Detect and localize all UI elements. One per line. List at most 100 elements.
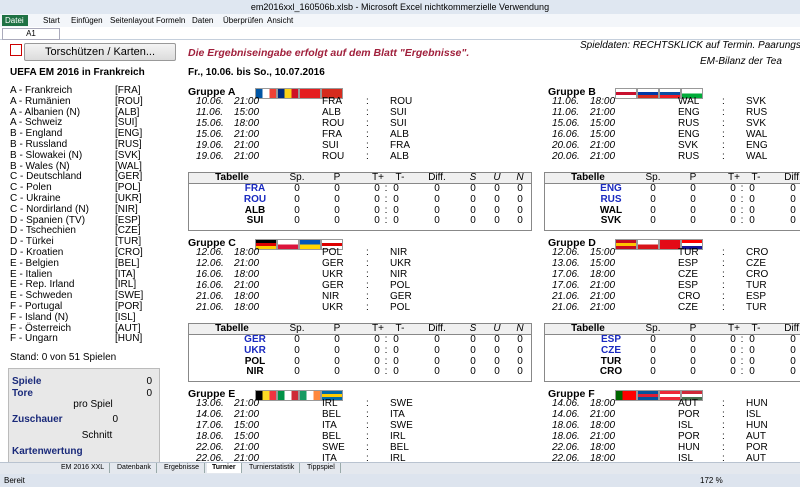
away-team: POL bbox=[390, 280, 411, 291]
ribbon-tab[interactable]: Ansicht bbox=[267, 16, 294, 25]
ribbon-tab[interactable]: Daten bbox=[192, 16, 214, 25]
table-value: 0 bbox=[690, 183, 696, 194]
table-team: ROU bbox=[243, 193, 267, 205]
away-team: GER bbox=[390, 291, 412, 302]
match-time: 21:00 bbox=[234, 258, 260, 269]
table-value: 0 bbox=[470, 366, 476, 378]
table-team: RUS bbox=[600, 193, 622, 205]
separator: : bbox=[722, 442, 725, 453]
team-code: [WAL] bbox=[115, 160, 142, 172]
team-code: [TUR] bbox=[115, 236, 142, 248]
flag bbox=[277, 88, 299, 99]
sheet-tab[interactable]: Tippspiel bbox=[302, 463, 341, 473]
ribbon-tab[interactable]: Seitenlayout bbox=[110, 16, 155, 25]
team-code: [CZE] bbox=[115, 225, 141, 237]
table-header: P bbox=[689, 172, 697, 183]
separator: : bbox=[366, 431, 369, 442]
away-team: WAL bbox=[746, 129, 768, 140]
match-date: 17.06. bbox=[552, 280, 580, 291]
away-team: WAL bbox=[746, 151, 768, 162]
separator: : bbox=[722, 398, 725, 409]
separator: : bbox=[366, 107, 369, 118]
match-time: 18:00 bbox=[590, 96, 616, 107]
table-value: 0 bbox=[374, 215, 380, 227]
table-value: 0 bbox=[517, 215, 523, 227]
home-team: GER bbox=[322, 258, 344, 269]
team-code: [NIR] bbox=[115, 203, 138, 215]
separator: : bbox=[384, 193, 388, 205]
home-team: SUI bbox=[322, 140, 339, 151]
table-value: 0 bbox=[334, 183, 340, 194]
table-value: 0 bbox=[470, 215, 476, 227]
sheet-tab[interactable]: EM 2016 XXL bbox=[56, 463, 111, 473]
match-date: 18.06. bbox=[552, 420, 580, 431]
table-value: 0 bbox=[434, 204, 440, 216]
separator: : bbox=[722, 431, 725, 442]
table-value: 0 bbox=[374, 193, 380, 205]
match-time: 21:00 bbox=[590, 107, 616, 118]
sheet-tab[interactable]: Turnier bbox=[207, 463, 242, 473]
home-team: WAL bbox=[678, 96, 700, 107]
table-value: 0 bbox=[393, 183, 399, 194]
ribbon-tab[interactable]: Start bbox=[43, 16, 60, 25]
sheet-tab[interactable]: Ergebnisse bbox=[159, 463, 206, 473]
table-value: 0 bbox=[730, 334, 736, 345]
window-title: em2016xxl_160506b.xlsb - Microsoft Excel… bbox=[250, 2, 550, 12]
sheet-tab[interactable]: Datenbank bbox=[112, 463, 157, 473]
group-title: Gruppe D bbox=[548, 237, 596, 249]
ribbon-tab[interactable]: Formeln bbox=[156, 16, 186, 25]
flag bbox=[637, 88, 659, 99]
table-value: 0 bbox=[517, 183, 523, 194]
separator: : bbox=[722, 247, 725, 258]
match-time: 21:00 bbox=[590, 151, 616, 162]
match-time: 18:00 bbox=[234, 291, 260, 302]
table-value: 0 bbox=[494, 334, 500, 345]
table-value: 0 bbox=[294, 215, 300, 227]
table-value: 0 bbox=[790, 344, 796, 356]
away-team: HUN bbox=[746, 420, 768, 431]
name-box[interactable]: A1 bbox=[2, 28, 60, 40]
ribbon-tab[interactable]: Einfügen bbox=[71, 16, 103, 25]
home-team: POR bbox=[678, 409, 700, 420]
separator: : bbox=[366, 453, 369, 462]
table-value: 0 bbox=[790, 366, 796, 378]
dropdown[interactable] bbox=[10, 44, 22, 56]
table-header-bg bbox=[189, 324, 531, 335]
button[interactable]: Torschützen / Karten... bbox=[24, 43, 176, 61]
away-team: CRO bbox=[746, 247, 769, 258]
table-value: 0 bbox=[470, 355, 476, 367]
flag bbox=[637, 239, 659, 250]
team-code: [RUS] bbox=[115, 139, 142, 150]
home-team: CZE bbox=[678, 269, 698, 280]
ribbon-tab[interactable]: Datei bbox=[2, 15, 28, 26]
table-value: 0 bbox=[334, 193, 340, 205]
match-time: 18:00 bbox=[590, 398, 616, 409]
home-team: ESP bbox=[678, 280, 699, 291]
table-value: 0 bbox=[494, 204, 500, 216]
table-team: WAL bbox=[599, 204, 623, 216]
match-time: 15:00 bbox=[234, 431, 260, 442]
team-name: A - Frankreich bbox=[10, 85, 73, 96]
separator: : bbox=[740, 344, 744, 356]
ribbon-tab[interactable]: Überprüfen bbox=[223, 16, 264, 25]
match-time: 18:00 bbox=[234, 118, 260, 129]
table-value: 0 bbox=[294, 355, 300, 367]
table-team: CRO bbox=[599, 366, 623, 378]
separator: : bbox=[722, 302, 725, 313]
home-team: POL bbox=[322, 247, 343, 258]
away-team: ENG bbox=[746, 140, 768, 151]
separator: : bbox=[384, 215, 388, 227]
team-code: [ITA] bbox=[115, 268, 136, 280]
match-date: 16.06. bbox=[196, 269, 224, 280]
away-team: SVK bbox=[746, 96, 767, 107]
separator: : bbox=[384, 204, 388, 216]
sheet-tab[interactable]: Turnierstatistik bbox=[244, 463, 301, 473]
separator: : bbox=[366, 140, 369, 151]
table-value: 0 bbox=[650, 183, 656, 194]
separator: : bbox=[722, 258, 725, 269]
home-team: CZE bbox=[678, 302, 698, 313]
match-date: 18.06. bbox=[552, 431, 580, 442]
match-time: 21:00 bbox=[234, 398, 260, 409]
separator: : bbox=[740, 355, 744, 367]
